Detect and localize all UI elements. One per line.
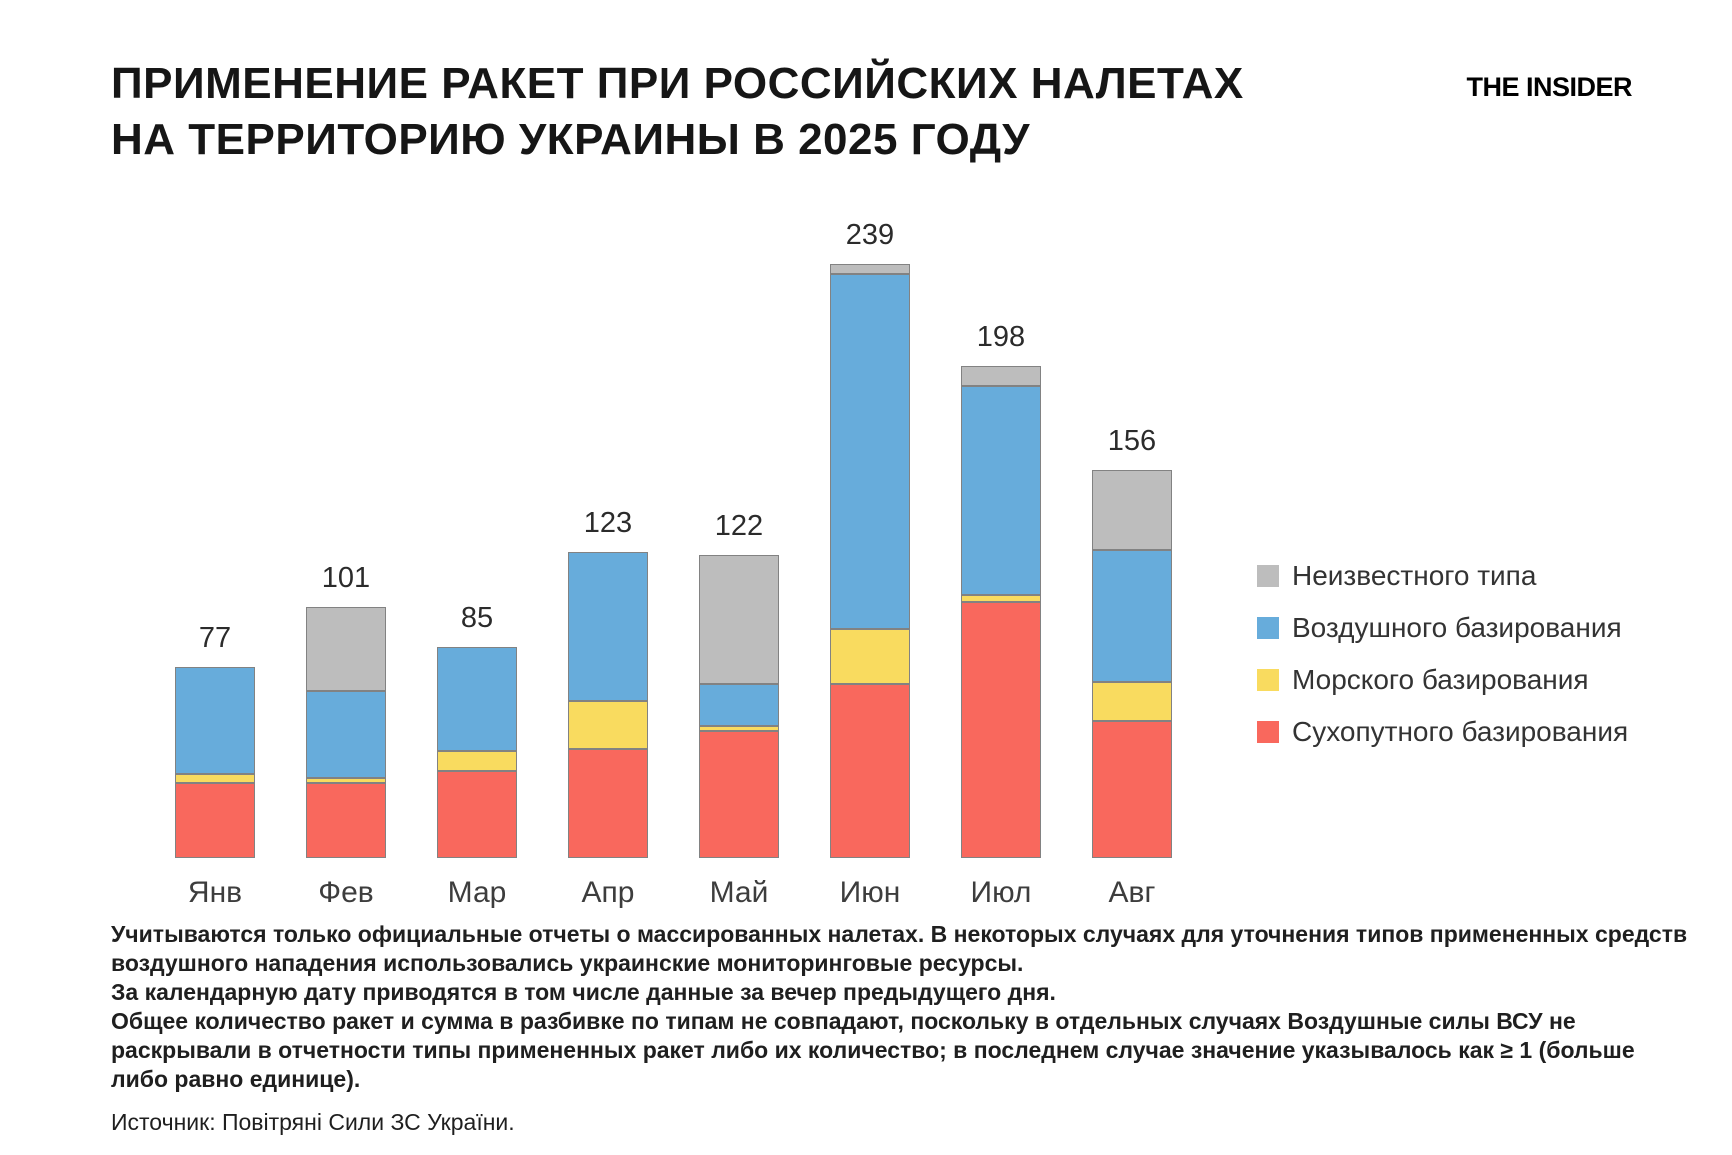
x-axis-label-Янв: Янв bbox=[187, 876, 243, 909]
bar-segment-air-Мар bbox=[437, 646, 517, 752]
bar-segment-air-Июл bbox=[961, 385, 1041, 595]
bar-segment-air-Май bbox=[699, 684, 779, 727]
bar-segment-unknown-Июл bbox=[961, 365, 1041, 386]
legend-label-land: Сухопутного базирования bbox=[1292, 716, 1629, 747]
bar-segment-air-Апр bbox=[568, 552, 648, 702]
bar-segment-sea-Янв bbox=[175, 773, 255, 784]
plot-area: 77 Янв 101 Фев 85 Мар 123 Апр 122 Май 239 Июн 198 Июл… bbox=[175, 219, 1185, 909]
bar-total-Июл: 198 bbox=[976, 320, 1026, 353]
bar-segment-unknown-Фев bbox=[306, 606, 386, 692]
bar-segment-land-Янв bbox=[175, 783, 255, 858]
footnote-2: За календарную дату приводятся в том чис… bbox=[111, 979, 1056, 1005]
bar-segment-land-Мар bbox=[437, 771, 517, 858]
x-axis-label-Апр: Апр bbox=[581, 876, 635, 909]
chart-title: ПРИМЕНЕНИЕ РАКЕТ ПРИ РОССИЙСКИХ НАЛЕТАХ … bbox=[111, 59, 1244, 165]
bar-segment-land-Апр bbox=[568, 748, 648, 858]
legend-swatch-land bbox=[1257, 721, 1279, 743]
bar-segment-air-Июн bbox=[830, 273, 910, 630]
bar-total-Авг: 156 bbox=[1107, 425, 1157, 458]
bar-segment-land-Июн bbox=[830, 684, 910, 858]
bar-segment-sea-Июл bbox=[961, 594, 1041, 603]
x-axis-label-Июл: Июл bbox=[970, 876, 1032, 909]
legend-swatch-sea bbox=[1257, 669, 1279, 691]
legend-swatch-unknown bbox=[1257, 565, 1279, 587]
x-axis-label-Мар: Мар bbox=[447, 876, 507, 909]
bar-segment-air-Янв bbox=[175, 666, 255, 774]
footnote-1: Учитываются только официальные отчеты о … bbox=[111, 921, 1688, 976]
bar-segment-unknown-Май bbox=[699, 554, 779, 685]
x-axis-label-Июн: Июн bbox=[839, 876, 901, 909]
legend-item-land: Сухопутного базирования bbox=[1257, 716, 1628, 748]
bar-total-Мар: 85 bbox=[460, 601, 494, 634]
bar-segment-sea-Мар bbox=[437, 751, 517, 772]
legend-label-sea: Морского базирования bbox=[1292, 664, 1589, 695]
x-axis-label-Авг: Авг bbox=[1108, 876, 1156, 909]
the-insider-logo: THE INSIDER bbox=[1466, 72, 1632, 102]
footnotes: Учитываются только официальные отчеты о … bbox=[111, 920, 1691, 1137]
bar-total-Апр: 123 bbox=[583, 507, 633, 540]
source-note: Источник: Повітряні Сили ЗС України. bbox=[111, 1109, 515, 1135]
legend: Неизвестного типа Воздушного базирования М… bbox=[1257, 560, 1628, 768]
bar-segment-land-Июл bbox=[961, 602, 1041, 858]
bar-segment-air-Авг bbox=[1092, 549, 1172, 682]
bar-segment-sea-Июн bbox=[830, 629, 910, 685]
legend-label-unknown: Неизвестного типа bbox=[1292, 560, 1537, 591]
x-axis-label-Май: Май bbox=[709, 876, 769, 909]
bar-total-Фев: 101 bbox=[321, 561, 371, 594]
footnote-3: Общее количество ракет и сумма в разбивк… bbox=[111, 1008, 1635, 1092]
bar-segment-unknown-Июн bbox=[830, 264, 910, 274]
x-axis-label-Фев: Фев bbox=[318, 876, 374, 909]
bar-total-Июн: 239 bbox=[845, 219, 895, 251]
bar-segment-land-Авг bbox=[1092, 721, 1172, 858]
bar-segment-sea-Апр bbox=[568, 701, 648, 749]
bar-segment-land-Май bbox=[699, 731, 779, 858]
bar-segment-sea-Май bbox=[699, 726, 779, 732]
bar-segment-sea-Фев bbox=[306, 778, 386, 784]
legend-item-air: Воздушного базирования bbox=[1257, 612, 1628, 644]
bar-segment-unknown-Авг bbox=[1092, 470, 1172, 550]
legend-swatch-air bbox=[1257, 617, 1279, 639]
bar-total-Май: 122 bbox=[714, 509, 764, 542]
bar-segment-sea-Авг bbox=[1092, 681, 1172, 722]
legend-item-unknown: Неизвестного типа bbox=[1257, 560, 1628, 592]
legend-label-air: Воздушного базирования bbox=[1292, 612, 1622, 643]
legend-item-sea: Морского базирования bbox=[1257, 664, 1628, 696]
bar-segment-land-Фев bbox=[306, 783, 386, 858]
bar-total-Янв: 77 bbox=[198, 621, 232, 654]
bar-segment-air-Фев bbox=[306, 691, 386, 779]
